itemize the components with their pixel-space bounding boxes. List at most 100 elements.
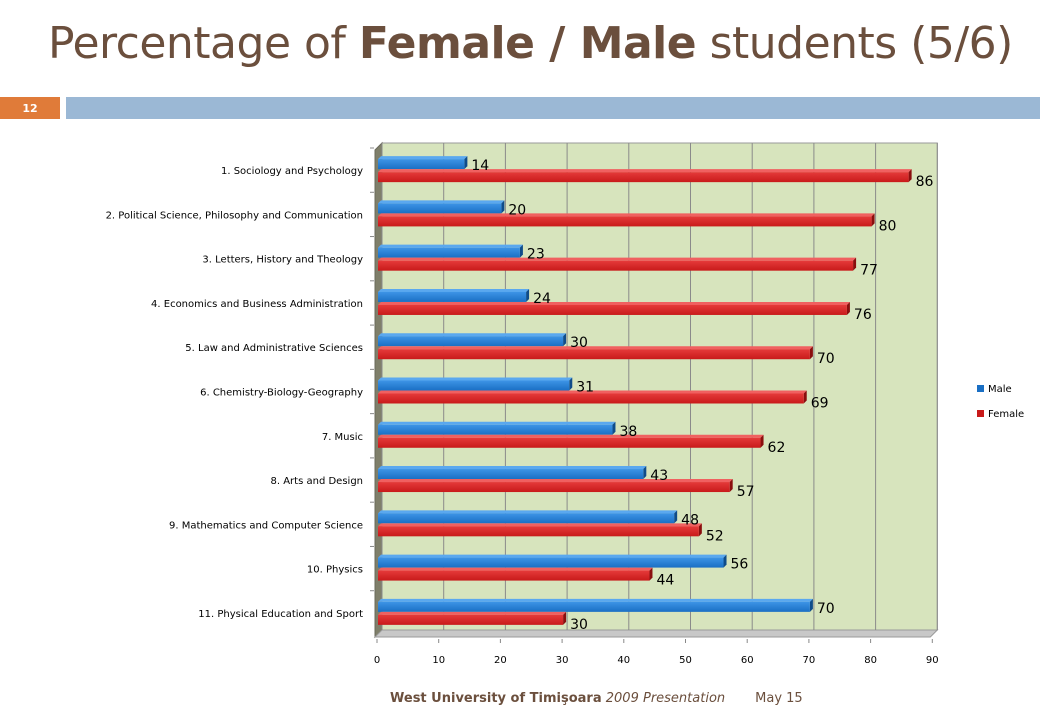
x-tick-label: 80 (864, 655, 877, 666)
female-bar (378, 216, 872, 227)
female-bar-top (378, 390, 807, 394)
male-value-label: 24 (533, 291, 551, 307)
category-label: 6. Chemistry-Biology-Geography (200, 388, 363, 399)
legend-swatch-female (977, 410, 984, 417)
female-value-label: 44 (656, 573, 674, 589)
x-tick-label: 70 (803, 655, 816, 666)
legend-swatch-male (977, 385, 984, 392)
male-bar-top (378, 333, 567, 337)
male-bar-end (674, 510, 678, 524)
title-part-1: Percentage of (48, 18, 359, 69)
male-value-label: 70 (817, 601, 835, 617)
male-bar (378, 424, 613, 435)
female-bar-end (871, 213, 875, 227)
header-bar (66, 97, 1040, 119)
footer-date: May 15 (755, 691, 803, 706)
female-bar-top (378, 213, 875, 217)
male-bar (378, 159, 465, 170)
male-bar (378, 291, 527, 302)
page-number: 12 (22, 101, 38, 115)
female-bar (378, 437, 761, 448)
x-tick-label: 10 (432, 655, 445, 666)
female-bar-end (729, 479, 733, 493)
female-bar-top (378, 169, 912, 173)
female-bar (378, 614, 564, 625)
male-bar (378, 601, 810, 612)
female-bar (378, 349, 810, 360)
female-bar-end (649, 567, 653, 581)
male-bar-end (526, 288, 530, 302)
female-value-label: 70 (817, 351, 835, 367)
x-tick-label: 40 (617, 655, 630, 666)
male-bar-top (378, 244, 523, 248)
female-value-label: 80 (879, 218, 897, 234)
male-value-label: 31 (576, 380, 594, 396)
male-value-label: 43 (650, 468, 668, 484)
male-bar-end (809, 598, 813, 612)
male-value-label: 20 (508, 202, 526, 218)
female-value-label: 52 (706, 528, 724, 544)
male-bar (378, 203, 502, 214)
female-bar-end (563, 611, 567, 625)
chart-container: 0 10 20 30 40 50 60 70 80 90 1. Sociology and Psyc… (0, 130, 1040, 675)
male-bar-end (569, 377, 573, 391)
female-value-label: 62 (768, 440, 786, 456)
legend-label-female: Female (988, 409, 1024, 420)
male-bar-top (378, 421, 616, 425)
category-label: 2. Political Science, Philosophy and Com… (106, 210, 363, 221)
female-bar-top (378, 257, 857, 261)
category-label: 11. Physical Education and Sport (198, 609, 363, 620)
male-bar (378, 469, 644, 480)
x-tick-label: 50 (679, 655, 692, 666)
male-value-label: 38 (619, 424, 637, 440)
x-tick-label: 0 (374, 655, 380, 666)
male-bar (378, 380, 570, 391)
male-bar-end (501, 200, 505, 214)
male-bar-top (378, 377, 573, 381)
category-label: 1. Sociology and Psychology (221, 166, 363, 177)
category-label: 8. Arts and Design (271, 476, 364, 487)
male-bar-top (378, 200, 505, 204)
male-bar-end (519, 244, 523, 258)
male-bar-top (378, 554, 727, 558)
x-tick-label: 30 (556, 655, 569, 666)
female-bar-end (908, 169, 912, 183)
female-bar-top (378, 567, 653, 571)
female-value-label: 69 (811, 396, 829, 412)
plot-floor (373, 629, 939, 638)
female-bar (378, 570, 650, 581)
female-value-label: 86 (916, 174, 934, 190)
category-label: 10. Physics (307, 565, 363, 576)
female-value-label: 76 (854, 307, 872, 323)
x-tick-label: 90 (926, 655, 939, 666)
category-label: 5. Law and Administrative Sciences (185, 343, 363, 354)
male-bar-top (378, 510, 678, 514)
male-bar-end (612, 421, 616, 435)
category-label: 7. Music (322, 432, 363, 443)
female-bar (378, 260, 854, 271)
female-bar-top (378, 611, 567, 615)
x-tick-label: 60 (741, 655, 754, 666)
female-bar-top (378, 523, 702, 527)
female-bar-top (378, 479, 733, 483)
female-bar-end (698, 523, 702, 537)
title-part-2: students (5/6) (696, 18, 1014, 69)
male-bar-top (378, 288, 530, 292)
female-bar (378, 304, 847, 315)
category-label: 4. Economics and Business Administration (151, 299, 363, 310)
female-bar-end (809, 346, 813, 360)
page-number-badge: 12 (0, 97, 60, 119)
female-value-label: 30 (570, 617, 588, 633)
male-value-label: 14 (471, 158, 489, 174)
male-bar-end (723, 554, 727, 568)
footer-presentation: 2009 Presentation (601, 691, 726, 706)
male-bar (378, 247, 520, 258)
male-bar-end (464, 156, 468, 170)
male-bar (378, 557, 724, 568)
male-value-label: 23 (527, 247, 545, 263)
slide-title: Percentage of Female / Male students (5/… (48, 18, 1013, 69)
footer-university: West University of Timişoara (390, 691, 602, 706)
female-value-label: 77 (860, 263, 878, 279)
male-bar-end (563, 333, 567, 347)
female-bar (378, 172, 909, 183)
